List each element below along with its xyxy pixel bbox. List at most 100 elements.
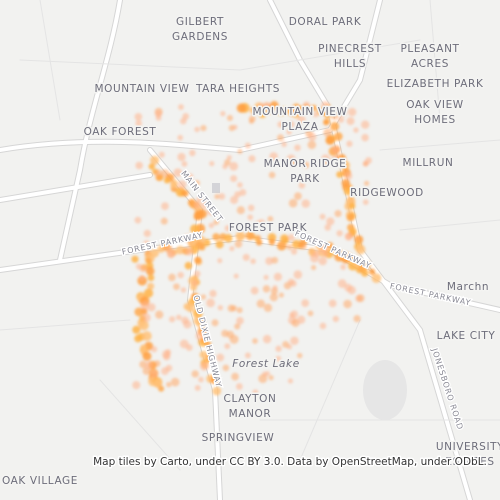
point <box>150 369 159 378</box>
point <box>275 355 282 362</box>
point <box>280 106 289 115</box>
point <box>165 364 173 372</box>
point <box>250 286 259 295</box>
point <box>256 219 266 228</box>
point <box>244 142 251 149</box>
point <box>303 101 311 109</box>
point <box>303 161 310 169</box>
point <box>178 104 184 110</box>
point <box>313 111 319 118</box>
point <box>297 115 306 124</box>
point <box>185 247 194 256</box>
point <box>199 361 209 371</box>
place-label: PLAZA <box>282 121 319 133</box>
point <box>252 338 258 344</box>
place-label: GILBERT <box>176 16 224 28</box>
point <box>199 350 208 359</box>
point <box>147 282 155 290</box>
point <box>325 135 335 145</box>
place-label: MANOR RIDGE <box>264 158 347 170</box>
point <box>230 175 238 183</box>
point <box>273 272 283 281</box>
point <box>191 279 199 287</box>
point <box>234 240 243 248</box>
point <box>338 116 345 123</box>
point <box>371 273 382 283</box>
point <box>362 199 369 205</box>
point <box>278 292 284 298</box>
point <box>145 361 154 370</box>
point <box>287 233 295 241</box>
point <box>229 334 239 344</box>
point <box>211 319 219 327</box>
point <box>346 213 355 222</box>
point <box>319 213 326 220</box>
point <box>288 198 298 208</box>
point <box>365 157 372 164</box>
point <box>214 194 220 200</box>
point <box>236 206 245 215</box>
point <box>194 179 200 186</box>
point <box>142 351 152 361</box>
point <box>195 318 206 328</box>
place-label: GARDENS <box>172 31 228 43</box>
place-label: PINECREST <box>318 43 382 55</box>
point <box>282 341 290 348</box>
point <box>173 283 180 291</box>
point <box>138 320 149 331</box>
point <box>209 289 217 298</box>
building <box>212 183 220 193</box>
point <box>181 161 188 167</box>
point <box>321 154 330 164</box>
point <box>361 269 369 277</box>
point <box>218 193 226 200</box>
point <box>258 374 268 384</box>
point <box>287 120 295 128</box>
point <box>134 112 143 121</box>
point <box>244 352 251 359</box>
point <box>198 376 204 383</box>
point <box>183 233 193 243</box>
point <box>343 299 352 309</box>
point <box>176 314 182 321</box>
point <box>231 372 239 381</box>
point <box>134 334 142 343</box>
point <box>135 161 143 170</box>
point <box>289 107 295 114</box>
point <box>215 240 224 249</box>
point <box>163 244 173 253</box>
point <box>134 216 142 224</box>
place-label: UNIVERSITY <box>436 441 500 453</box>
point <box>147 303 156 312</box>
point <box>193 201 201 209</box>
point <box>328 299 337 308</box>
place-label: PLEASANT <box>400 43 459 55</box>
point <box>163 177 171 184</box>
point <box>224 225 231 232</box>
point <box>234 323 241 330</box>
place-label: FOREST PARK <box>229 222 308 234</box>
point <box>310 104 317 112</box>
point <box>217 305 224 311</box>
point <box>307 140 317 150</box>
point <box>210 375 219 385</box>
point <box>307 310 314 317</box>
point <box>168 273 176 282</box>
point <box>207 208 215 216</box>
point <box>134 307 144 317</box>
point <box>186 173 194 180</box>
point <box>194 256 202 264</box>
point <box>143 240 150 247</box>
place-label: ESTATES <box>445 456 494 468</box>
point <box>258 102 265 110</box>
point <box>200 294 207 300</box>
point <box>346 140 353 147</box>
point <box>332 315 339 323</box>
place-label: MOUNTAIN VIEW <box>252 106 347 118</box>
point <box>294 192 302 201</box>
point <box>277 134 285 142</box>
point <box>195 331 205 341</box>
point <box>167 250 175 259</box>
point <box>193 270 201 278</box>
point <box>209 160 215 167</box>
